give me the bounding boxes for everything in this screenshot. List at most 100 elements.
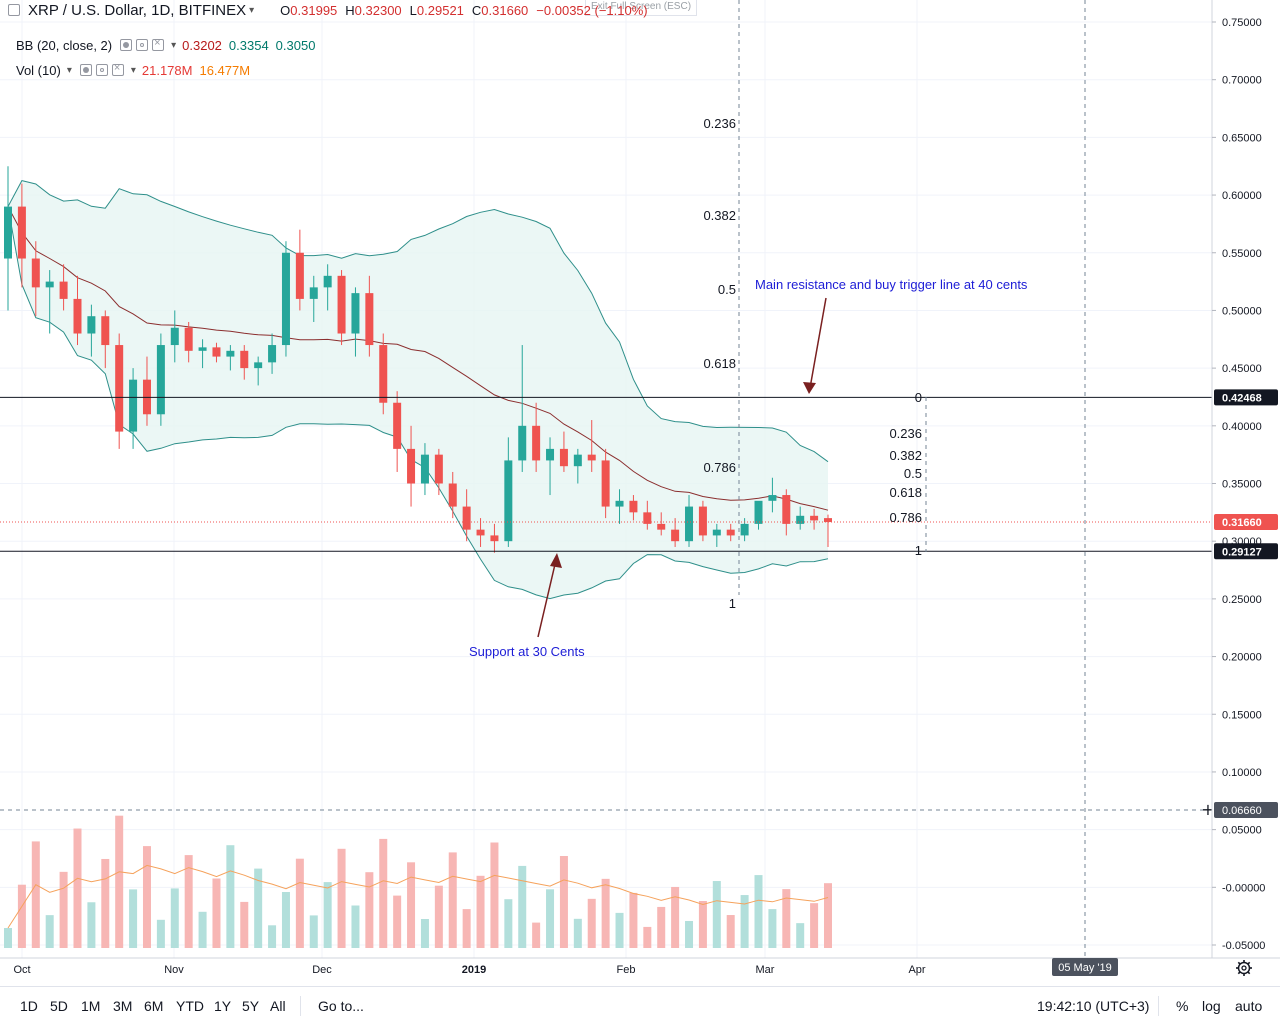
fib-label: 1 [915, 543, 922, 558]
support-annotation: Support at 30 Cents [469, 644, 585, 659]
volume-bar [476, 875, 485, 948]
volume-bar [268, 925, 277, 948]
candle-body [490, 535, 499, 542]
eye-icon[interactable] [120, 39, 133, 51]
bb-lower-line [7, 206, 829, 600]
support-price-label: 0.29127 [1222, 546, 1262, 558]
candle-body [587, 454, 596, 461]
range-all-button[interactable]: All [270, 998, 286, 1014]
bb-label[interactable]: BB (20, close, 2) [16, 37, 113, 53]
price-tick-label: 0.60000 [1222, 190, 1262, 202]
clock-display[interactable]: 19:42:10 (UTC+3) [1037, 998, 1150, 1014]
collapse-icon[interactable] [8, 4, 20, 16]
symbol-title[interactable]: XRP / U.S. Dollar, 1D, BITFINEX [28, 1, 247, 19]
time-tick-label: Dec [312, 964, 332, 976]
volume-bar [448, 852, 457, 948]
close-icon[interactable] [152, 37, 165, 51]
chevron-down-icon[interactable]: ▾ [171, 39, 177, 51]
volume-bar [685, 920, 694, 948]
gear-icon[interactable] [136, 39, 149, 51]
candle-body [115, 345, 124, 432]
candle-body [87, 316, 96, 334]
auto-scale-button[interactable]: auto [1235, 998, 1263, 1014]
candle-body [198, 347, 207, 351]
candle-body [615, 500, 624, 507]
percent-scale-button[interactable]: % [1176, 998, 1189, 1014]
candle-body [212, 347, 221, 357]
crosshair-price-label: 0.06660 [1222, 805, 1262, 817]
candle-body [754, 500, 763, 524]
volume-bar [379, 838, 388, 948]
candle-body [365, 293, 374, 346]
eye-icon[interactable] [79, 64, 92, 76]
range-1y-button[interactable]: 1Y [214, 998, 232, 1014]
range-5y-button[interactable]: 5Y [242, 998, 260, 1014]
range-ytd-button[interactable]: YTD [176, 998, 204, 1014]
volume-bar [782, 889, 791, 948]
price-tick-label: -0.05000 [1222, 940, 1265, 952]
goto-button[interactable]: Go to... [318, 998, 364, 1014]
volume-bar [462, 909, 471, 948]
volume-bar [532, 922, 541, 948]
price-tick-label: 0.05000 [1222, 825, 1262, 837]
volume-bar [309, 915, 318, 948]
high-value: 0.32300 [354, 2, 402, 18]
fib-label: 0.236 [703, 116, 736, 131]
close-value: 0.31660 [481, 2, 529, 18]
change-value: −0.00352 (−1.10%) [536, 2, 648, 18]
candle-body [532, 425, 541, 461]
log-scale-button[interactable]: log [1202, 998, 1221, 1014]
candle-body [4, 206, 12, 259]
support-price-label-bg [1214, 543, 1278, 560]
vol-label[interactable]: Vol (10) [16, 62, 61, 78]
close-icon[interactable] [111, 62, 124, 76]
volume-bar [184, 855, 193, 948]
price-tick-label: 0.25000 [1222, 594, 1262, 606]
volume-bar [115, 815, 124, 948]
resistance-arrow [809, 297, 827, 389]
crosshair-date-bg [1052, 958, 1118, 976]
candle-body [379, 345, 388, 403]
chevron-down-icon[interactable]: ▾ [130, 64, 136, 76]
price-tick-label: 0.20000 [1222, 652, 1262, 664]
volume-bar [504, 899, 513, 948]
support-arrowhead [550, 553, 562, 568]
range-6m-button[interactable]: 6M [144, 998, 164, 1014]
volume-bar [587, 898, 596, 948]
low-value: 0.29521 [416, 2, 464, 18]
gear-icon[interactable] [95, 64, 108, 76]
range-1m-button[interactable]: 1M [81, 998, 101, 1014]
exit-fullscreen-button[interactable]: Exit Full Screen (ESC) [585, 0, 698, 16]
price-tick-label: 0.15000 [1222, 709, 1262, 721]
fib-label: 0.382 [889, 448, 922, 463]
candle-body [504, 460, 513, 542]
volume-bars [4, 815, 832, 948]
vol-ma-value: 16.477M [199, 62, 251, 78]
price-tick-label: 0.10000 [1222, 767, 1262, 779]
time-tick-label: Feb [617, 964, 636, 976]
candle-body [448, 483, 457, 507]
gear-icon[interactable] [1235, 959, 1253, 977]
candle-body [796, 515, 805, 524]
crosshair-price-bg [1214, 802, 1278, 818]
candle-body [101, 316, 110, 346]
volume-bar [17, 884, 26, 948]
volume-ma-line [7, 864, 829, 929]
resistance-price-label-bg [1214, 389, 1278, 406]
volume-bar [4, 928, 12, 948]
volume-bar [810, 903, 819, 948]
range-1d-button[interactable]: 1D [20, 998, 38, 1014]
candle-body [671, 529, 680, 542]
range-5d-button[interactable]: 5D [50, 998, 68, 1014]
candle-body [657, 523, 666, 530]
volume-bar [768, 909, 777, 948]
chevron-down-icon[interactable]: ▾ [249, 4, 255, 16]
range-3m-button[interactable]: 3M [113, 998, 133, 1014]
price-tick-label: 0.70000 [1222, 75, 1262, 87]
close-label: C [471, 2, 482, 18]
chevron-down-icon[interactable]: ▾ [66, 64, 72, 76]
time-tick-label: Oct [13, 964, 30, 976]
volume-bar [559, 856, 568, 948]
candle-body [240, 350, 249, 369]
